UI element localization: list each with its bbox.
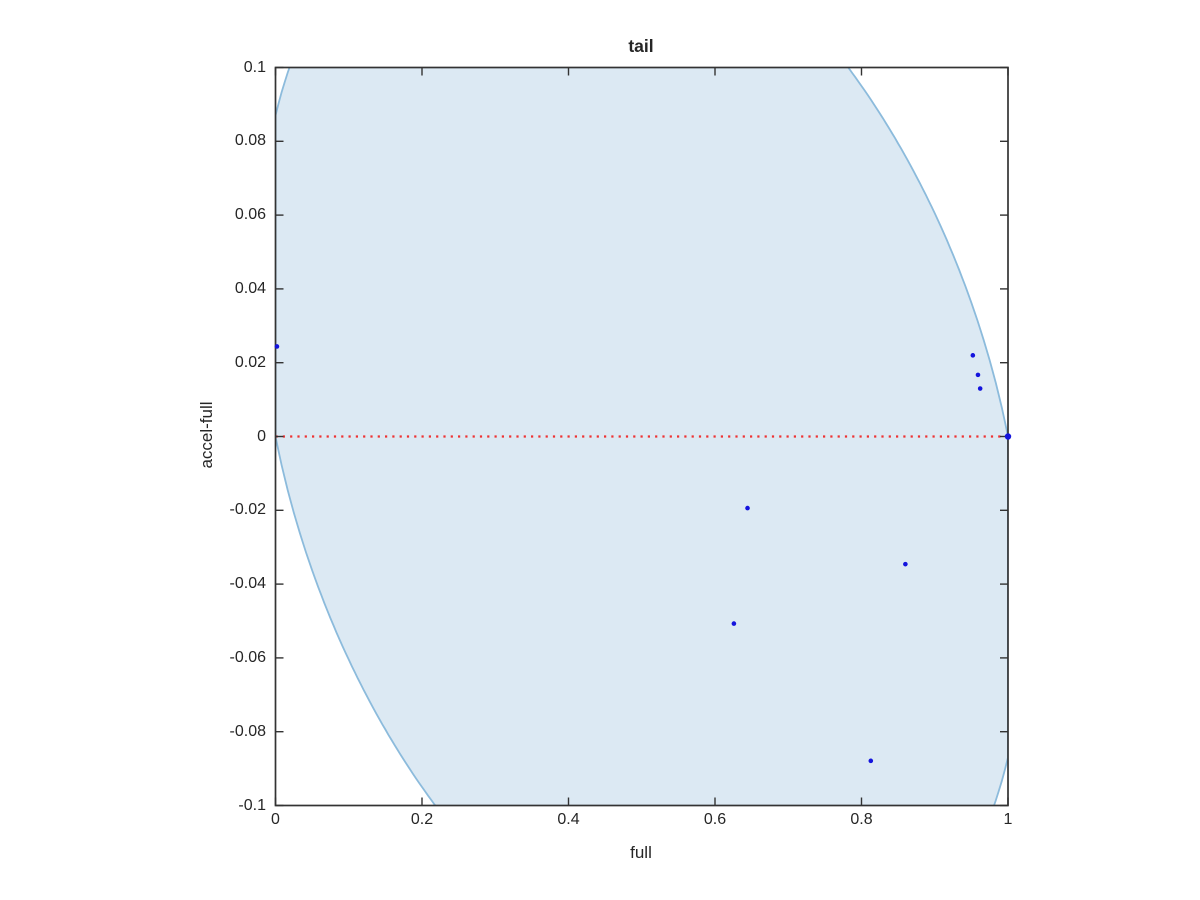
- y-tick-label: 0: [257, 427, 266, 445]
- data-point: [903, 561, 908, 567]
- y-tick-label: 0.04: [234, 279, 266, 297]
- x-tick-label: 0.6: [703, 811, 727, 828]
- y-tick-label: -0.04: [229, 575, 266, 593]
- x-tick-label: 0.2: [410, 811, 434, 828]
- data-point: [745, 505, 750, 511]
- y-tick-label: -0.06: [229, 648, 266, 666]
- y-tick-label: -0.02: [229, 501, 266, 519]
- data-point: [975, 372, 981, 378]
- data-point: [970, 353, 976, 358]
- y-tick-label: 0.06: [234, 206, 266, 224]
- plot-title: tail: [628, 36, 654, 56]
- significance-region: [275, 67, 1008, 806]
- axis-ticks: [274, 66, 1009, 807]
- x-tick-label: 0.4: [557, 811, 580, 828]
- data-point: [274, 344, 280, 349]
- y-tick-label: -0.1: [238, 796, 266, 814]
- x-tick-label: 0: [271, 811, 280, 828]
- x-tick-label: 0.8: [850, 811, 873, 828]
- y-tick-label: 0.08: [234, 132, 266, 150]
- data-point: [977, 386, 983, 391]
- y-tick-label: 0.02: [234, 353, 266, 371]
- scatter-points: [274, 344, 1012, 764]
- y-tick-label: 0.1: [243, 58, 266, 76]
- data-point: [731, 621, 737, 626]
- x-axis-label: full: [630, 843, 652, 862]
- x-tick-label: 1: [1003, 811, 1013, 828]
- data-point: [868, 758, 874, 764]
- corner-data-point: [1004, 433, 1012, 440]
- y-tick-label: -0.08: [229, 722, 266, 740]
